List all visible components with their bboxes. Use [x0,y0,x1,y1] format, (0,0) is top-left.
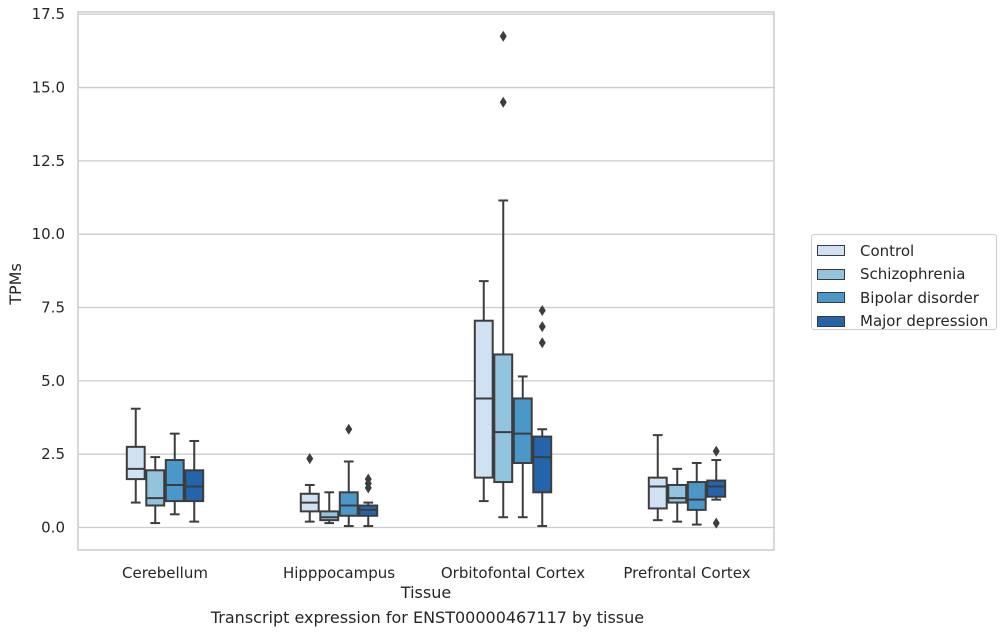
legend-label: Schizophrenia [860,265,966,284]
legend-swatch [817,292,845,304]
box-bipolar-disorder [338,423,359,528]
x-tick-label: Orbitofontal Cortex [441,564,585,582]
iqr-box [164,459,185,503]
iqr-box [532,435,553,494]
box-control [125,407,146,504]
y-tick-label: 10.0 [32,225,65,243]
legend-item: Major depression [817,310,996,334]
box-control [299,453,320,523]
y-tick-label: 0.0 [41,519,65,537]
box-major-depression [532,304,553,528]
iqr-box [338,491,359,517]
outlier-marker [538,304,546,316]
y-tick-label: 15.0 [32,79,65,97]
iqr-box [319,510,340,522]
box-control [647,434,668,522]
boxplots [125,30,727,529]
legend: Control Schizophrenia Bipolar disorder Majo… [811,234,997,330]
iqr-box [145,469,166,507]
x-tick-labels: Cerebellum Hipppocampus Orbitofontal Corte… [122,564,751,582]
y-tick-label: 17.5 [32,5,65,23]
box-schizophrenia [319,491,340,525]
x-tick-label: Cerebellum [122,564,208,582]
box-schizophrenia [493,30,514,519]
box-control [473,280,494,503]
plot-frame [77,11,775,551]
box-major-depression [184,439,205,523]
box-schizophrenia [667,467,688,523]
iqr-box [667,483,688,504]
box-schizophrenia [145,456,166,525]
iqr-box [706,479,727,498]
box-major-depression [706,445,727,529]
y-tick-label: 5.0 [41,372,65,390]
outlier-marker [712,445,720,457]
y-tick-labels: 0.0 2.5 5.0 7.5 10.0 12.5 15.0 17.5 [32,5,65,536]
outlier-marker [499,30,507,42]
outlier-marker [306,453,314,465]
x-tick-label: Hipppocampus [283,564,395,582]
iqr-box [686,481,707,511]
y-tick-label: 12.5 [32,152,65,170]
legend-swatch [817,315,845,327]
iqr-box [125,445,146,481]
legend-label: Major depression [860,312,989,331]
legend-item: Schizophrenia [817,263,996,287]
legend-label: Control [860,241,915,260]
outlier-marker [538,321,546,333]
outlier-marker [364,473,372,485]
iqr-box [512,397,533,464]
outlier-marker [538,337,546,349]
x-tick-label: Prefrontal Cortex [623,564,750,582]
legend-label: Bipolar disorder [860,288,979,307]
box-bipolar-disorder [686,461,707,526]
box-bipolar-disorder [164,432,185,516]
chart-caption: Transcript expression for ENST0000046711… [210,608,645,627]
outlier-marker [499,96,507,108]
y-axis-title: TPMs [6,263,25,306]
box-bipolar-disorder [512,375,533,519]
outlier-marker [345,423,353,435]
outlier-marker [712,517,720,529]
legend-item: Bipolar disorder [817,286,996,310]
x-axis-title: Tissue [400,583,451,602]
legend-swatch [817,245,845,257]
gridlines [78,13,774,529]
y-tick-label: 7.5 [41,299,65,317]
iqr-box [493,353,514,484]
iqr-box [647,476,668,510]
legend-item: Control [817,239,996,263]
legend-swatch [817,268,845,280]
y-tick-label: 2.5 [41,445,65,463]
box-major-depression [358,473,379,528]
